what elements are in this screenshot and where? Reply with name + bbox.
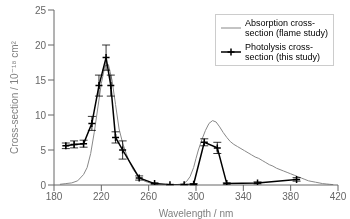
svg-text:380: 380 (282, 191, 299, 202)
svg-text:15: 15 (35, 75, 47, 86)
html-text:Absorption cross-: Absorption cross- (245, 18, 315, 28)
svg-text:180: 180 (46, 191, 63, 202)
svg-text:300: 300 (188, 191, 205, 202)
html-text:section (this study): section (this study) (245, 52, 320, 62)
svg-text:420: 420 (330, 191, 347, 202)
svg-text:10: 10 (35, 110, 47, 121)
html-text:section (flame study): section (flame study) (245, 28, 328, 38)
svg-text:0: 0 (40, 180, 46, 191)
svg-text:260: 260 (140, 191, 157, 202)
html-text:Photolysis cross-: Photolysis cross- (245, 42, 313, 52)
svg-text:Cross-section / 10⁻¹⁸ cm²: Cross-section / 10⁻¹⁸ cm² (9, 40, 20, 154)
svg-text:20: 20 (35, 40, 47, 51)
svg-text:220: 220 (93, 191, 110, 202)
svg-text:340: 340 (235, 191, 252, 202)
svg-text:25: 25 (35, 5, 47, 16)
svg-text:5: 5 (40, 145, 46, 156)
svg-text:Wavelength / nm: Wavelength / nm (159, 208, 234, 219)
